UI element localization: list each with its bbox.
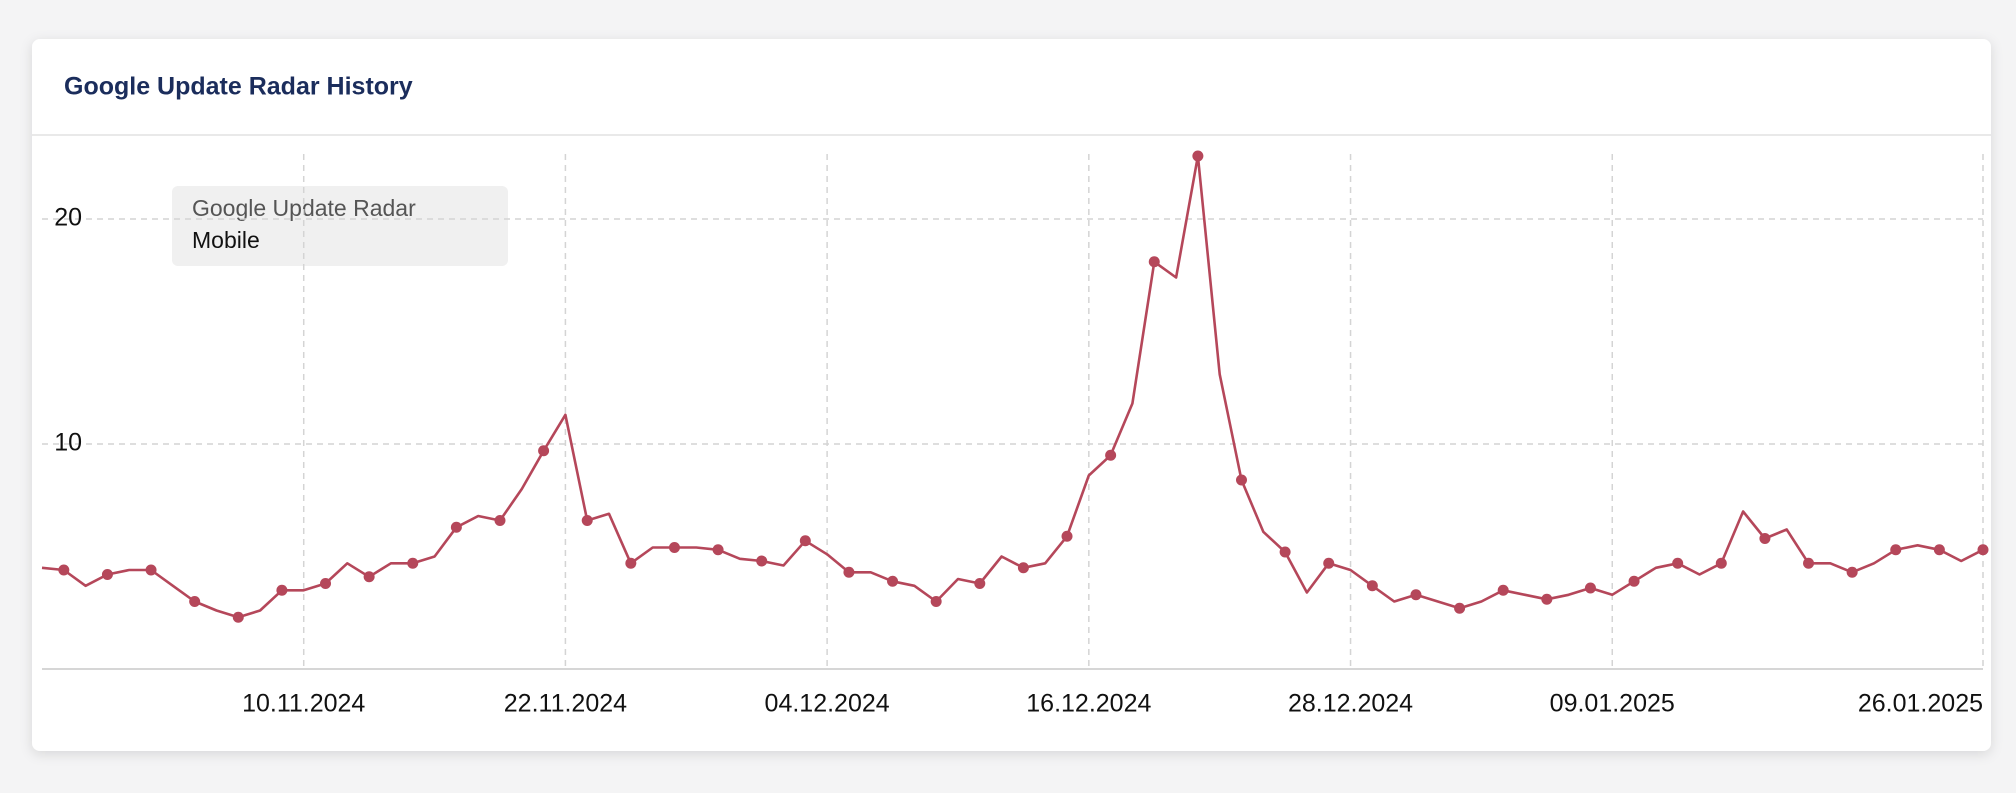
point-marker [494, 515, 506, 526]
point-marker [1890, 544, 1902, 556]
point-marker [1846, 566, 1858, 578]
point-marker [320, 578, 332, 589]
point-marker [712, 544, 724, 556]
point-marker [232, 611, 244, 623]
point-marker [276, 584, 288, 596]
point-marker [1803, 557, 1815, 569]
point-marker [930, 596, 942, 607]
point-marker [101, 569, 113, 580]
point-marker [1148, 256, 1160, 268]
legend-subtitle: Mobile [192, 227, 260, 253]
point-marker [1628, 575, 1640, 587]
y-tick-label: 10 [54, 429, 82, 457]
x-tick-label: 16.12.2024 [1026, 690, 1151, 718]
point-marker [1105, 449, 1117, 461]
y-tick-label: 20 [54, 204, 82, 232]
point-marker [1541, 593, 1553, 605]
point-marker [450, 521, 462, 533]
point-marker [538, 445, 550, 457]
x-tick-label: 22.11.2024 [504, 690, 627, 718]
point-marker [581, 515, 593, 526]
point-marker [974, 578, 986, 589]
point-marker [145, 564, 157, 576]
point-marker [407, 557, 419, 569]
x-tick-label: 26.01.2025 [1858, 690, 1983, 718]
point-marker [1759, 533, 1771, 544]
point-marker [1497, 584, 1509, 596]
point-marker [1366, 580, 1378, 592]
x-tick-label: 10.11.2024 [242, 690, 365, 718]
point-marker [799, 535, 811, 547]
point-marker [887, 575, 899, 587]
point-marker [1584, 582, 1596, 594]
x-tick-label: 09.01.2025 [1550, 690, 1675, 718]
point-marker [363, 571, 375, 583]
chart-title: Google Update Radar History [64, 73, 413, 101]
point-marker [1672, 557, 1684, 569]
legend-box [172, 186, 508, 266]
point-marker [1715, 557, 1727, 569]
point-marker [843, 566, 855, 578]
card [32, 39, 1991, 751]
point-marker [1235, 474, 1247, 486]
point-marker [668, 542, 680, 553]
point-marker [756, 555, 768, 567]
point-marker [1454, 602, 1466, 614]
point-marker [1977, 544, 1989, 556]
point-marker [1279, 546, 1291, 558]
point-marker [1017, 562, 1029, 574]
point-marker [1410, 589, 1422, 601]
point-marker [189, 596, 201, 607]
point-marker [1192, 150, 1204, 162]
point-marker [58, 564, 70, 576]
point-marker [1061, 530, 1073, 542]
point-marker [1933, 544, 1945, 556]
point-marker [625, 557, 637, 569]
x-tick-label: 04.12.2024 [765, 690, 890, 718]
point-marker [1323, 557, 1335, 569]
x-tick-label: 28.12.2024 [1288, 690, 1413, 718]
